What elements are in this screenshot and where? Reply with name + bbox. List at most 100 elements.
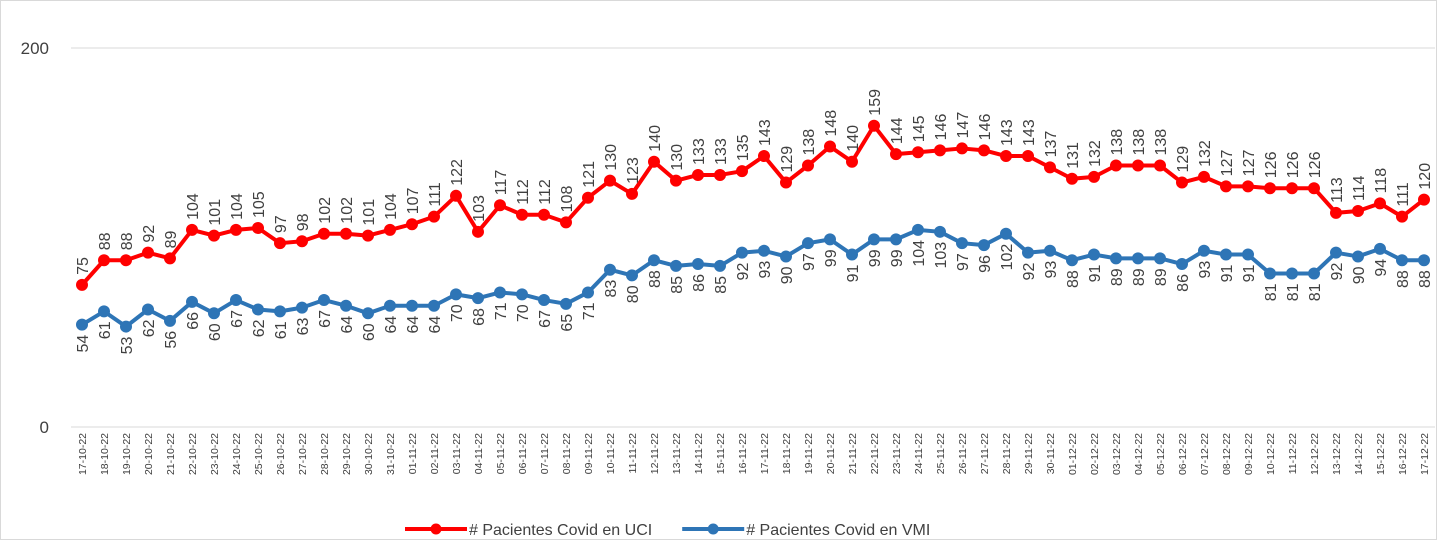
data-label: 103 [471, 195, 488, 222]
point [1308, 182, 1320, 195]
data-label: 132 [1197, 140, 1214, 167]
data-label: 96 [977, 255, 994, 273]
x-tick-label: 04-11-22 [473, 433, 485, 474]
data-label: 67 [317, 310, 334, 328]
data-label: 145 [911, 115, 928, 142]
data-label: 138 [801, 129, 818, 156]
x-tick-label: 02-11-22 [429, 433, 441, 474]
data-label: 138 [1131, 129, 1148, 156]
point [1044, 161, 1056, 174]
x-tick-label: 07-12-22 [1199, 433, 1211, 475]
x-tick-label: 17-12-22 [1419, 433, 1431, 475]
point [516, 208, 528, 221]
x-tick-label: 16-12-22 [1397, 433, 1409, 475]
x-tick-label: 14-12-22 [1353, 433, 1365, 475]
legend-marker [707, 523, 719, 535]
x-tick-label: 25-11-22 [935, 433, 947, 474]
point [142, 246, 154, 259]
x-tick-label: 20-11-22 [825, 433, 837, 474]
point [164, 252, 176, 265]
data-label: 123 [625, 157, 642, 184]
point [582, 191, 594, 204]
data-label: 147 [955, 112, 972, 139]
data-label: 94 [1373, 259, 1390, 277]
point [912, 146, 924, 159]
data-label: 64 [339, 316, 356, 334]
data-label: 101 [361, 199, 378, 226]
point [956, 237, 968, 250]
x-tick-label: 27-10-22 [297, 433, 309, 475]
point [1022, 246, 1034, 259]
point [1022, 150, 1034, 163]
point [802, 237, 814, 250]
data-label: 111 [1395, 182, 1412, 206]
point [208, 307, 220, 320]
x-tick-label: 17-10-22 [77, 433, 89, 475]
point [1242, 248, 1254, 261]
x-tick-label: 27-11-22 [979, 433, 991, 474]
data-label: 75 [75, 257, 92, 275]
data-label: 91 [845, 264, 862, 282]
x-tick-label: 15-11-22 [715, 433, 727, 474]
point [186, 223, 198, 236]
point [252, 303, 264, 316]
data-label: 127 [1219, 150, 1236, 177]
data-label: 129 [1175, 146, 1192, 173]
point [406, 299, 418, 312]
data-label: 88 [119, 232, 136, 250]
point [1286, 267, 1298, 280]
data-label: 104 [383, 193, 400, 220]
x-tick-label: 30-10-22 [363, 433, 375, 475]
point [208, 229, 220, 242]
x-tick-label: 28-11-22 [1001, 433, 1013, 474]
point [736, 246, 748, 259]
point [1330, 246, 1342, 259]
x-tick-label: 21-10-22 [165, 433, 177, 475]
point [1242, 180, 1254, 193]
point [868, 119, 880, 132]
x-tick-label: 09-11-22 [583, 433, 595, 474]
data-label: 67 [537, 310, 554, 328]
point [1110, 252, 1122, 265]
point [76, 318, 88, 331]
point [1308, 267, 1320, 280]
x-tick-label: 22-11-22 [869, 433, 881, 474]
data-label: 85 [713, 276, 730, 294]
point [780, 176, 792, 189]
x-tick-label: 11-12-22 [1287, 433, 1299, 474]
data-label: 61 [273, 321, 290, 339]
x-tick-label: 23-11-22 [891, 433, 903, 474]
data-label: 92 [1021, 263, 1038, 281]
point [384, 223, 396, 236]
data-label: 126 [1263, 151, 1280, 178]
data-label: 126 [1285, 151, 1302, 178]
data-label: 92 [141, 225, 158, 243]
data-label: 63 [295, 318, 312, 336]
point [934, 144, 946, 157]
data-label: 91 [1219, 264, 1236, 282]
point [428, 210, 440, 223]
data-label: 146 [977, 114, 994, 141]
point [120, 320, 132, 333]
data-label: 66 [185, 312, 202, 330]
x-tick-label: 31-10-22 [385, 433, 397, 475]
point [780, 250, 792, 263]
data-label: 60 [361, 323, 378, 341]
data-label: 99 [889, 249, 906, 267]
x-tick-label: 06-11-22 [517, 433, 529, 474]
data-label: 103 [933, 242, 950, 269]
point [758, 150, 770, 163]
x-tick-label: 10-11-22 [605, 433, 617, 474]
data-label: 104 [185, 193, 202, 220]
point [1396, 254, 1408, 267]
x-tick-label: 06-12-22 [1177, 433, 1189, 475]
x-tick-label: 30-11-22 [1045, 433, 1057, 474]
point [516, 288, 528, 301]
point [1352, 250, 1364, 263]
data-label: 122 [449, 159, 466, 186]
data-label: 112 [537, 179, 554, 205]
point [978, 144, 990, 157]
x-tick-label: 24-11-22 [913, 433, 925, 474]
point [714, 259, 726, 272]
point [802, 159, 814, 172]
